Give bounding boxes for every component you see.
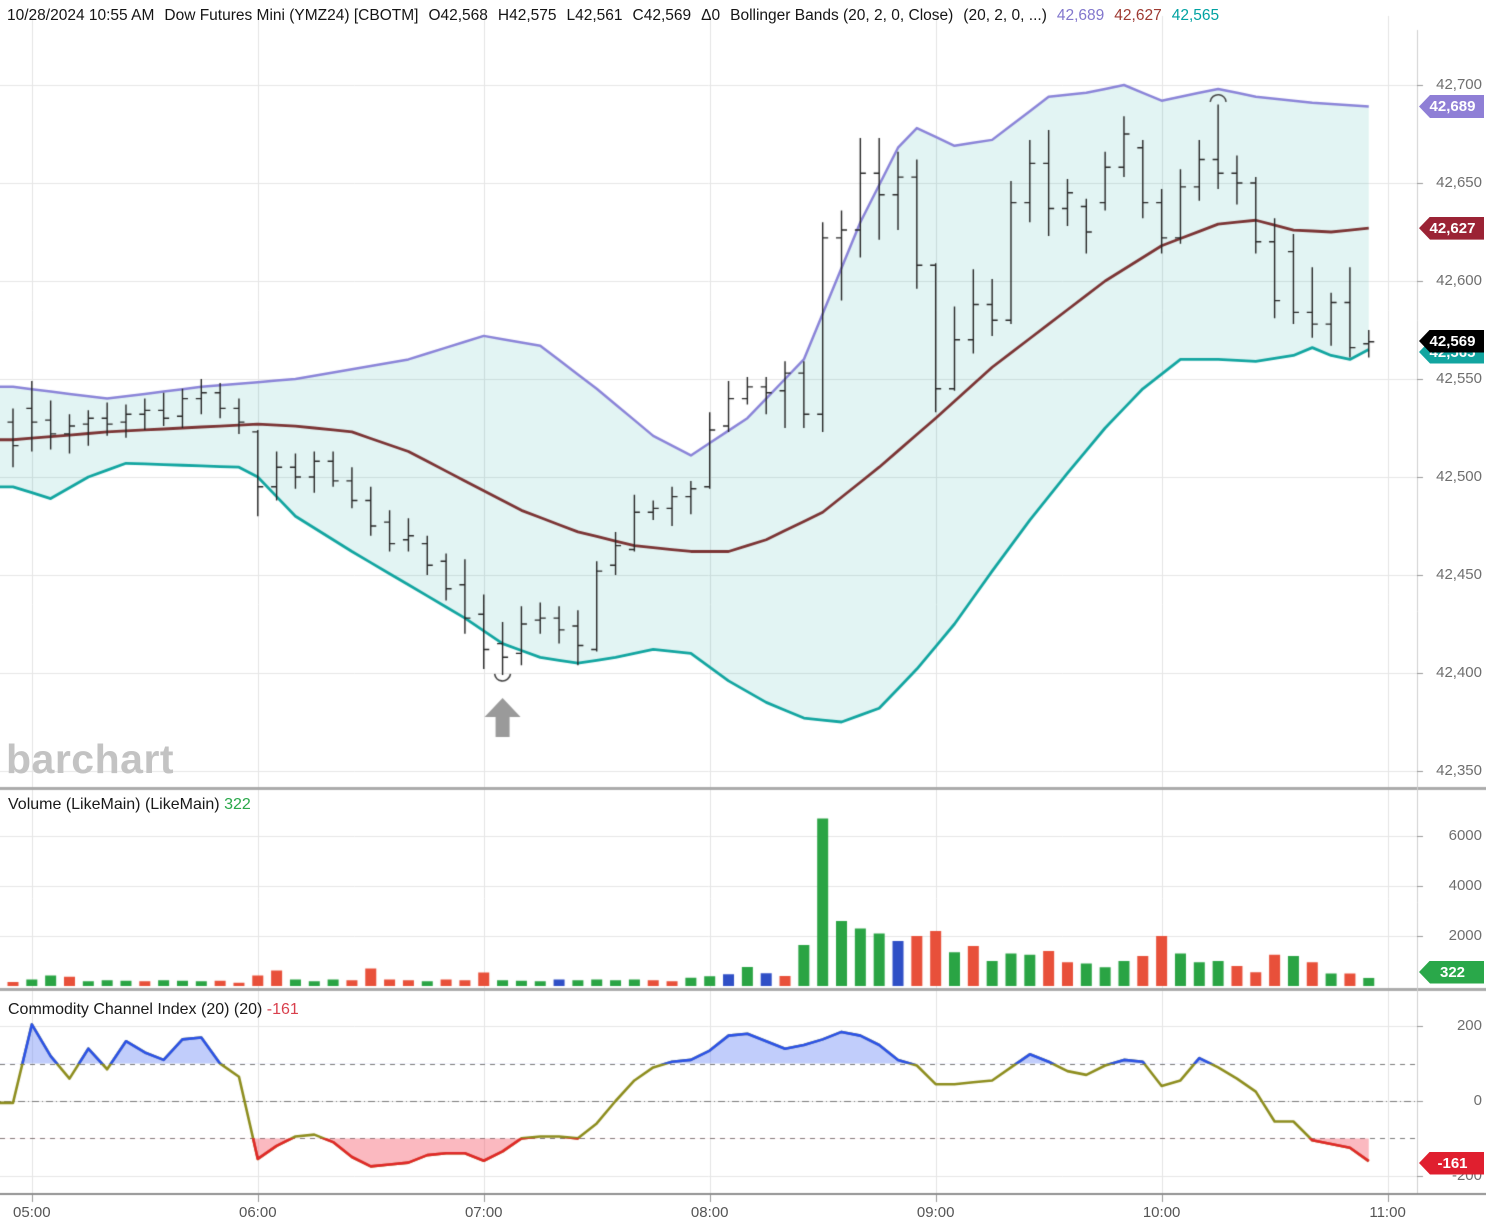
volume-study-label[interactable]: Volume (LikeMain) (LikeMain) [8,796,220,813]
volume-axis-label: 4000 [1448,877,1482,894]
volume-axis-label: 6000 [1448,827,1482,844]
price-axis-label: 42,700 [1436,76,1482,93]
header-change: Δ0 [701,7,721,24]
time-axis-label: 08:00 [690,1204,729,1221]
cci-axis-label: 200 [1456,1017,1482,1035]
cci-panel-title[interactable]: Commodity Channel Index (20) (20) -161 [8,1001,299,1019]
header-close: C42,569 [632,7,692,24]
price-axis-label: 42,350 [1436,762,1482,779]
header-band-upper-value: 42,689 [1056,7,1105,24]
upper-band-price-badge: 42,689 [1419,95,1484,119]
time-axis-label: 10:00 [1142,1204,1181,1221]
volume-panel-title[interactable]: Volume (LikeMain) (LikeMain) 322 [8,796,251,814]
price-axis-label: 42,450 [1436,566,1482,583]
price-axis-label: 42,600 [1436,272,1482,289]
header-band-lower-value: 42,565 [1171,7,1220,24]
cci-study-label[interactable]: Commodity Channel Index (20) (20) [8,1001,263,1018]
time-axis-label: 07:00 [464,1204,503,1221]
middle-band-price-badge: 42,627 [1419,216,1484,240]
cci-axis-label: 0 [1473,1092,1482,1109]
volume-last-value: 322 [224,796,251,813]
time-axis-label: 06:00 [239,1204,277,1221]
last-price-badge: 42,569 [1419,329,1484,353]
header-open: O42,568 [428,7,488,24]
cci-last-value: -161 [266,1001,299,1018]
header-study-label[interactable]: Bollinger Bands (20, 2, 0, Close) [730,7,954,24]
price-axis-label: 42,650 [1436,174,1482,191]
barchart-logo: barchart [6,736,175,782]
price-axis-label: 42,400 [1436,664,1482,681]
time-axis-label: 11:00 [1369,1204,1406,1221]
header-symbol: Dow Futures Mini (YMZ24) [CBOTM] [164,7,419,24]
time-axis-label: 05:00 [13,1204,51,1221]
header-study-params[interactable]: (20, 2, 0, ...) [963,7,1047,24]
header-high: H42,575 [497,7,557,24]
price-axis-label: 42,550 [1436,370,1482,387]
time-axis-label: 09:00 [916,1204,955,1221]
header-low: L42,561 [566,7,623,24]
header-band-middle-value: 42,627 [1114,7,1162,24]
cci-value-badge: -161 [1419,1151,1484,1175]
price-axis-label: 42,500 [1436,468,1482,485]
volume-axis-label: 2000 [1448,927,1482,944]
chart-header: 10/28/2024 10:55 AM Dow Futures Mini (YM… [7,4,1219,28]
volume-value-badge: 322 [1419,960,1484,984]
header-datetime: 10/28/2024 10:55 AM [7,7,155,24]
